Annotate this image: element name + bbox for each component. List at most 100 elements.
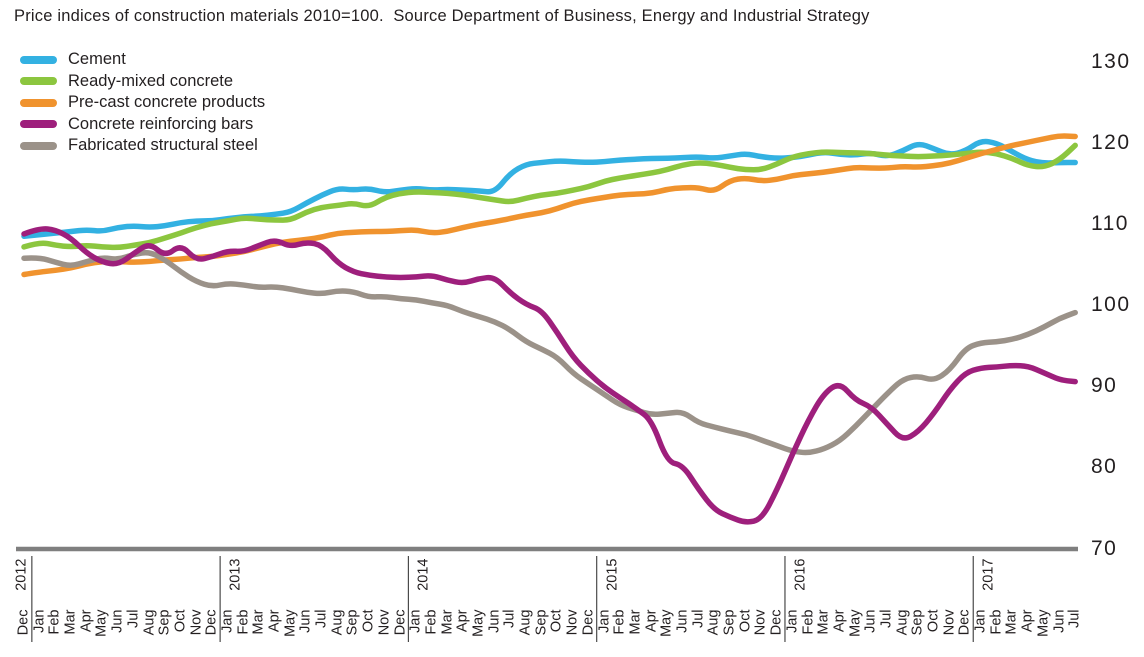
x-axis-month-label: Dec: [203, 609, 220, 636]
x-axis-month-label: Apr: [831, 609, 848, 633]
legend-label: Fabricated structural steel: [68, 136, 258, 155]
x-axis-month-label: Sep: [909, 609, 926, 636]
y-tick-label: 130: [1091, 49, 1131, 73]
x-axis-month-label: Oct: [172, 609, 189, 633]
x-axis-month-label: Sep: [156, 609, 173, 636]
x-axis-month-label: May: [282, 609, 299, 637]
legend-swatch-icon: [20, 55, 57, 64]
series-line-ready-mixed-concrete: [21, 142, 1078, 251]
x-axis-month-label: Jul: [690, 609, 707, 629]
x-axis-month-label: Jan: [31, 609, 48, 633]
legend-swatch-icon: [20, 120, 57, 129]
x-axis-month-label: Dec: [392, 609, 409, 636]
x-axis-month-label: May: [93, 609, 110, 637]
x-axis-month-label: Sep: [721, 609, 738, 636]
y-tick-label: 80: [1091, 455, 1118, 479]
x-axis-month-label: May: [470, 609, 487, 637]
legend-label: Ready-mixed concrete: [68, 71, 234, 90]
x-axis-month-label: Jan: [784, 609, 801, 633]
legend-swatch-icon: [20, 77, 57, 86]
legend-item: Cement: [20, 49, 265, 71]
x-axis-month-label: Jun: [109, 609, 126, 633]
x-axis-month-label: Jan: [972, 609, 989, 633]
y-tick-label: 90: [1091, 374, 1118, 398]
x-axis-month-label: Feb: [423, 609, 440, 635]
x-axis-month-label: Feb: [46, 609, 63, 635]
x-axis-month-label: Nov: [376, 609, 393, 636]
legend-label: Pre-cast concrete products: [68, 93, 266, 112]
x-axis-month-label: Feb: [800, 609, 816, 635]
x-axis-month-label: Sep: [533, 609, 550, 636]
y-tick-label: 120: [1091, 130, 1131, 154]
x-axis-month-label: Dec: [15, 609, 32, 636]
x-axis-month-label: Aug: [517, 609, 534, 636]
legend-item: Concrete reinforcing bars: [20, 114, 265, 136]
x-axis-month-label: May: [1035, 609, 1052, 637]
x-axis-month-label: Jul: [878, 609, 895, 629]
x-axis-month-label: Jun: [486, 609, 503, 633]
legend-item: Ready-mixed concrete: [20, 71, 265, 93]
x-axis-month-label: Aug: [705, 609, 722, 636]
x-axis-month-label: Jan: [596, 609, 613, 633]
x-axis-month-label: Feb: [988, 609, 1005, 635]
chart-title: Price indices of construction materials …: [14, 7, 870, 25]
x-axis-month-label: Oct: [548, 609, 565, 633]
x-axis-month-label: Jun: [297, 609, 314, 633]
x-axis-month-label: Mar: [250, 609, 267, 635]
y-tick-label: 70: [1091, 536, 1118, 560]
x-axis-month-label: Oct: [360, 609, 377, 633]
x-axis-month-label: Jun: [674, 609, 691, 633]
x-axis-month-label: Jul: [1066, 609, 1083, 629]
x-axis-month-label: Dec: [956, 609, 973, 636]
legend-swatch-icon: [20, 141, 57, 150]
x-axis-month-label: Nov: [564, 609, 581, 636]
y-tick-label: 110: [1091, 211, 1129, 235]
x-axis-month-label: Aug: [329, 609, 346, 636]
x-axis-month-label: Mar: [627, 609, 644, 635]
x-axis-year-label: 2012: [13, 558, 30, 591]
x-axis-year-label: 2015: [604, 558, 621, 591]
x-axis-month-label: Jun: [1051, 609, 1068, 633]
legend-item: Fabricated structural steel: [20, 135, 265, 157]
x-axis-month-label: Apr: [643, 609, 660, 633]
x-axis-month-label: Jul: [501, 609, 518, 629]
x-axis-year-label: 2014: [415, 558, 432, 591]
legend-item: Pre-cast concrete products: [20, 92, 265, 114]
legend-label: Concrete reinforcing bars: [68, 114, 254, 133]
x-axis-month-label: May: [847, 609, 864, 637]
x-axis-month-label: Feb: [611, 609, 628, 635]
x-axis-month-label: Apr: [454, 609, 471, 633]
x-axis-year-label: 2013: [227, 558, 244, 591]
y-tick-label: 100: [1091, 293, 1131, 316]
x-axis-month-label: Apr: [78, 609, 95, 633]
x-axis-month-label: Dec: [768, 609, 785, 636]
series-line-fabricated-structural-steel: [21, 249, 1078, 456]
x-axis-month-label: Mar: [439, 609, 456, 635]
x-axis-month-label: Jan: [219, 609, 236, 633]
x-axis-month-label: Mar: [62, 609, 79, 635]
x-axis-month-label: Feb: [235, 609, 252, 635]
x-axis-year-label: 2016: [792, 558, 809, 591]
x-axis-month-label: Mar: [1003, 609, 1020, 635]
x-axis-month-label: May: [658, 609, 675, 637]
series-line-concrete-reinforcing-bars: [21, 226, 1078, 525]
x-axis-month-label: Jan: [407, 609, 424, 633]
x-axis-month-label: Jul: [313, 609, 330, 629]
x-axis-month-label: Jun: [862, 609, 879, 633]
x-axis-year-label: 2017: [980, 558, 997, 591]
x-axis-month-label: Aug: [141, 609, 158, 636]
x-axis-month-label: Oct: [925, 609, 942, 633]
x-axis-month-label: Nov: [188, 609, 205, 636]
x-axis-month-label: Oct: [737, 609, 754, 633]
x-axis-month-label: Nov: [941, 609, 958, 636]
x-axis-month-label: Nov: [752, 609, 769, 636]
x-axis-month-label: Dec: [580, 609, 597, 636]
x-axis-month-label: Sep: [344, 609, 361, 636]
x-axis-month-label: Apr: [1019, 609, 1036, 633]
legend: Cement Ready-mixed concrete Pre-cast concr…: [20, 49, 265, 157]
legend-label: Cement: [68, 50, 126, 69]
legend-swatch-icon: [20, 98, 57, 107]
x-axis-month-label: Apr: [266, 609, 283, 633]
